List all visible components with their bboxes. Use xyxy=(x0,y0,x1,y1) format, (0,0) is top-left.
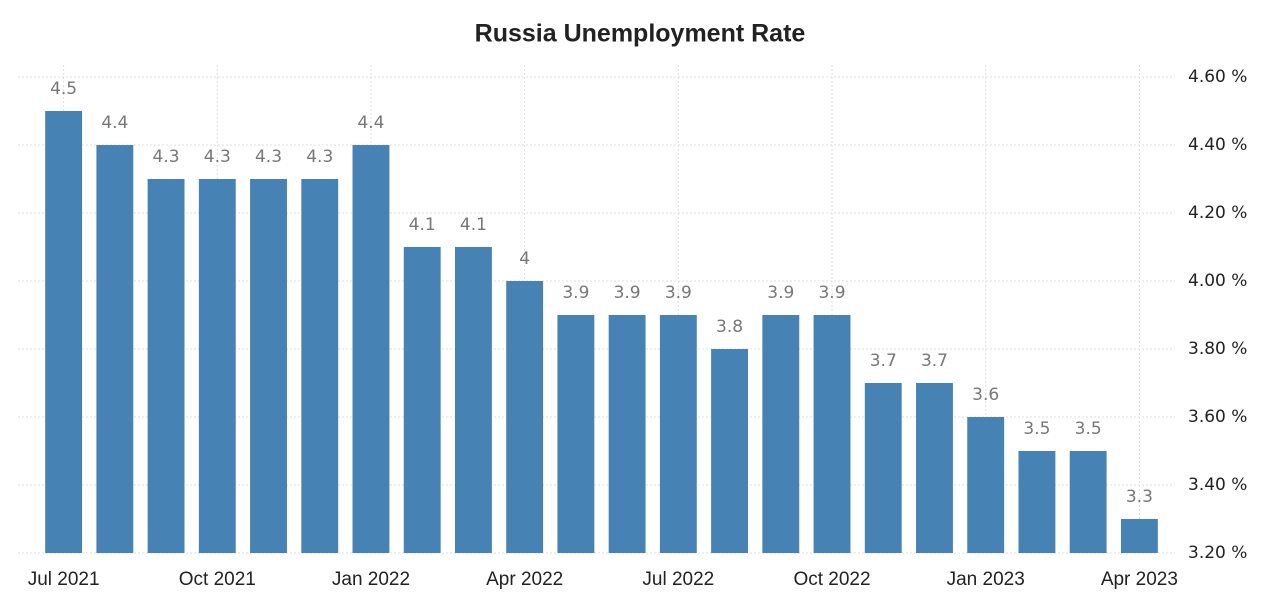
x-tick-label: Jan 2023 xyxy=(947,569,1025,590)
value-label: 3.9 xyxy=(614,283,641,303)
bar xyxy=(301,179,339,553)
value-label: 4.3 xyxy=(306,147,333,167)
bar xyxy=(1120,519,1158,553)
value-label: 3.3 xyxy=(1126,487,1153,507)
value-label: 3.5 xyxy=(1075,419,1102,439)
x-tick-label: Jan 2022 xyxy=(332,569,410,590)
y-tick-label: 3.80 % xyxy=(1188,339,1247,359)
y-tick-label: 4.40 % xyxy=(1188,135,1247,155)
bar xyxy=(1018,451,1056,553)
bar xyxy=(813,315,851,553)
value-label: 3.9 xyxy=(665,283,692,303)
x-tick-label: Oct 2022 xyxy=(793,569,870,590)
bar xyxy=(96,145,134,553)
bar xyxy=(454,247,492,553)
value-label: 4.5 xyxy=(50,79,77,99)
bar xyxy=(352,145,390,553)
value-label: 3.7 xyxy=(870,351,897,371)
bar xyxy=(198,179,236,553)
y-tick-label: 4.00 % xyxy=(1188,271,1247,291)
bar xyxy=(711,349,749,553)
x-tick-label: Apr 2022 xyxy=(486,569,563,590)
value-label: 4.1 xyxy=(409,215,436,235)
x-tick-label: Jul 2021 xyxy=(28,569,100,590)
value-label: 4.4 xyxy=(357,113,384,133)
x-tick-label: Apr 2023 xyxy=(1101,569,1178,590)
chart-title: Russia Unemployment Rate xyxy=(475,20,806,48)
value-label: 3.9 xyxy=(818,283,845,303)
y-tick-label: 4.60 % xyxy=(1188,67,1247,87)
value-label: 3.9 xyxy=(562,283,589,303)
bar xyxy=(506,281,544,553)
bar xyxy=(45,111,83,553)
value-label: 4.3 xyxy=(153,147,180,167)
bar xyxy=(557,315,595,553)
value-label: 4.3 xyxy=(255,147,282,167)
value-label: 4.4 xyxy=(101,113,128,133)
value-label: 3.6 xyxy=(972,385,999,405)
x-tick-label: Jul 2022 xyxy=(642,569,714,590)
y-tick-label: 3.20 % xyxy=(1188,543,1247,563)
bar xyxy=(762,315,800,553)
bar xyxy=(1069,451,1107,553)
bar xyxy=(916,383,953,553)
value-label: 4 xyxy=(519,249,530,269)
bar xyxy=(659,315,697,553)
value-label: 3.5 xyxy=(1023,419,1050,439)
bar xyxy=(403,247,441,553)
value-label: 4.1 xyxy=(460,215,487,235)
y-tick-label: 3.40 % xyxy=(1188,475,1247,495)
value-label: 3.7 xyxy=(921,351,948,371)
value-label: 3.9 xyxy=(767,283,794,303)
x-tick-label: Oct 2021 xyxy=(179,569,256,590)
y-tick-label: 3.60 % xyxy=(1188,407,1247,427)
bar xyxy=(608,315,646,553)
bar xyxy=(864,383,902,553)
value-label: 3.8 xyxy=(716,317,743,337)
bar xyxy=(967,417,1005,553)
bar xyxy=(147,179,185,553)
value-label: 4.3 xyxy=(204,147,231,167)
bar xyxy=(250,179,287,553)
y-tick-label: 4.20 % xyxy=(1188,203,1247,223)
